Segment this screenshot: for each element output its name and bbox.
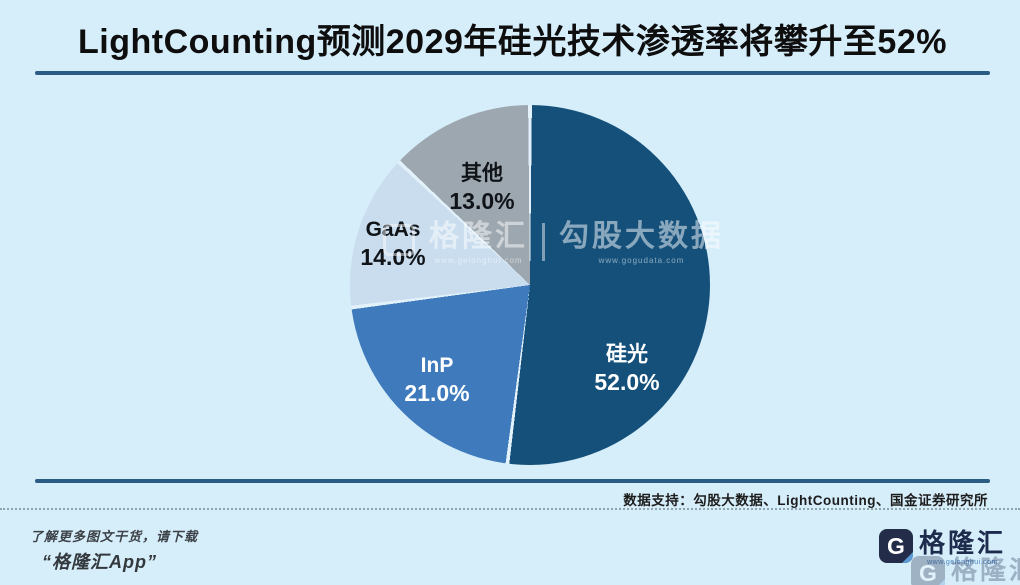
logo-text: 格隆汇: [950, 555, 1020, 585]
slice-value: 52.0%: [594, 369, 660, 396]
page-title: LightCounting预测2029年硅光技术渗透率将攀升至52%: [78, 23, 947, 61]
gelonghui-logo-watermark: G 格隆汇 www.gelonghui.com: [910, 555, 1020, 585]
gelonghui-logo-icon: G: [878, 529, 913, 563]
logo-arrow-icon: [931, 577, 945, 585]
data-source-credit: 数据支持：勾股大数据、LightCounting、国金证券研究所: [623, 493, 988, 508]
pie-chart-area: 硅光 52.0% InP 21.0% GaAs 14.0% 其他 13.0%: [350, 105, 710, 465]
gelonghui-logo-icon: G: [910, 556, 945, 585]
slice-category: 其他: [461, 162, 503, 185]
title-divider: [35, 71, 990, 75]
dotted-separator: [0, 508, 1020, 510]
pie-chart: [350, 105, 710, 465]
pie-label-silicon-photonics: 硅光 52.0%: [562, 342, 692, 397]
promo-app-name: “格隆汇App”: [42, 552, 157, 572]
logo-text: 格隆汇: [918, 528, 1006, 558]
logo-url: www.gelonghui.com: [927, 558, 998, 566]
footer-divider: [35, 479, 990, 483]
slice-value: 14.0%: [360, 244, 426, 271]
pie-label-gaas: GaAs 14.0%: [328, 217, 458, 272]
pie-label-other: 其他 13.0%: [417, 161, 547, 216]
slice-category: 硅光: [606, 343, 648, 366]
slice-category: InP: [420, 354, 454, 377]
pie-label-inp: InP 21.0%: [372, 353, 502, 408]
logo-letter: G: [919, 559, 937, 585]
slice-value: 13.0%: [449, 188, 515, 215]
slice-category: GaAs: [365, 218, 421, 241]
gelonghui-logo: G 格隆汇 www.gelonghui.com: [878, 528, 1006, 566]
logo-arrow-icon: [899, 550, 913, 563]
promo-line: 了解更多图文干货，请下载: [30, 529, 199, 544]
slice-value: 21.0%: [404, 380, 470, 407]
